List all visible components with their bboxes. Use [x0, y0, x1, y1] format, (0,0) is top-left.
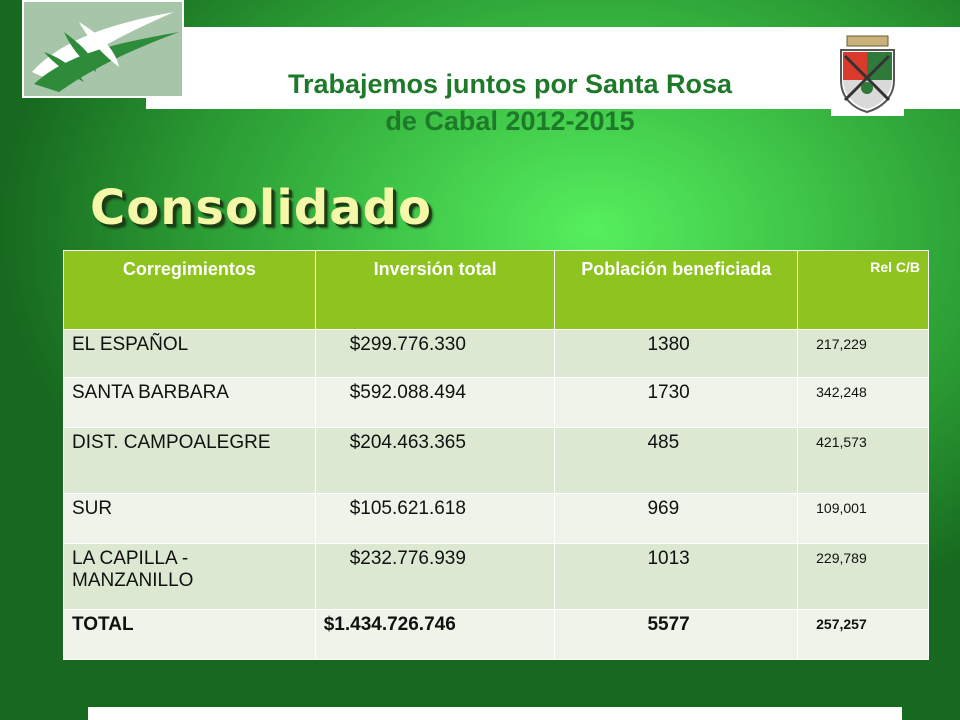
cell-poblacion: 969: [554, 493, 799, 544]
cell-corregimiento: LA CAPILLA - MANZANILLO: [63, 543, 316, 610]
column-header-rel-cb: Rel C/B: [797, 250, 929, 330]
header-band: [146, 27, 960, 109]
cell-total-label: TOTAL: [63, 609, 316, 660]
dove-logo-icon: [22, 0, 184, 98]
cell-total-inversion: $1.434.726.746: [314, 609, 556, 660]
cell-poblacion: 485: [554, 427, 799, 494]
section-heading: Consolidado: [90, 180, 432, 236]
consolidated-table: Corregimientos Inversión total Población…: [63, 250, 929, 660]
table-row: SANTA BARBARA $592.088.494 1730 342,248: [63, 377, 929, 428]
cell-rel-cb: 217,229: [797, 329, 929, 378]
cell-corregimiento: EL ESPAÑOL: [63, 329, 316, 378]
column-header-corregimientos: Corregimientos: [63, 250, 316, 330]
table-row: SUR $105.621.618 969 109,001: [63, 493, 929, 544]
cell-inversion: $204.463.365: [314, 427, 556, 494]
cell-rel-cb: 421,573: [797, 427, 929, 494]
column-header-poblacion: Población beneficiada: [554, 250, 799, 330]
table-header-row: Corregimientos Inversión total Población…: [63, 250, 929, 330]
table-total-row: TOTAL $1.434.726.746 5577 257,257: [63, 609, 929, 660]
cell-inversion: $105.621.618: [314, 493, 556, 544]
cell-rel-cb: 342,248: [797, 377, 929, 428]
title-line-2: de Cabal 2012-2015: [385, 106, 635, 136]
cell-inversion: $232.776.939: [314, 543, 556, 610]
table-row: DIST. CAMPOALEGRE $204.463.365 485 421,5…: [63, 427, 929, 494]
cell-total-poblacion: 5577: [554, 609, 799, 660]
column-header-inversion: Inversión total: [314, 250, 556, 330]
cell-rel-cb: 109,001: [797, 493, 929, 544]
title-line-1: Trabajemos juntos por Santa Rosa: [287, 69, 733, 99]
cell-corregimiento: SANTA BARBARA: [63, 377, 316, 428]
municipal-crest-icon: [831, 30, 904, 116]
cell-corregimiento: SUR: [63, 493, 316, 544]
cell-inversion: $592.088.494: [314, 377, 556, 428]
cell-poblacion: 1730: [554, 377, 799, 428]
cell-total-rel-cb: 257,257: [797, 609, 929, 660]
footer-strip: [88, 707, 902, 720]
table-row: LA CAPILLA - MANZANILLO $232.776.939 101…: [63, 543, 929, 610]
cell-rel-cb: 229,789: [797, 543, 929, 610]
table-row: EL ESPAÑOL $299.776.330 1380 217,229: [63, 329, 929, 378]
cell-corregimiento: DIST. CAMPOALEGRE: [63, 427, 316, 494]
page-title: Trabajemos juntos por Santa Rosa de Caba…: [190, 66, 830, 140]
cell-inversion: $299.776.330: [314, 329, 556, 378]
cell-poblacion: 1380: [554, 329, 799, 378]
cell-poblacion: 1013: [554, 543, 799, 610]
